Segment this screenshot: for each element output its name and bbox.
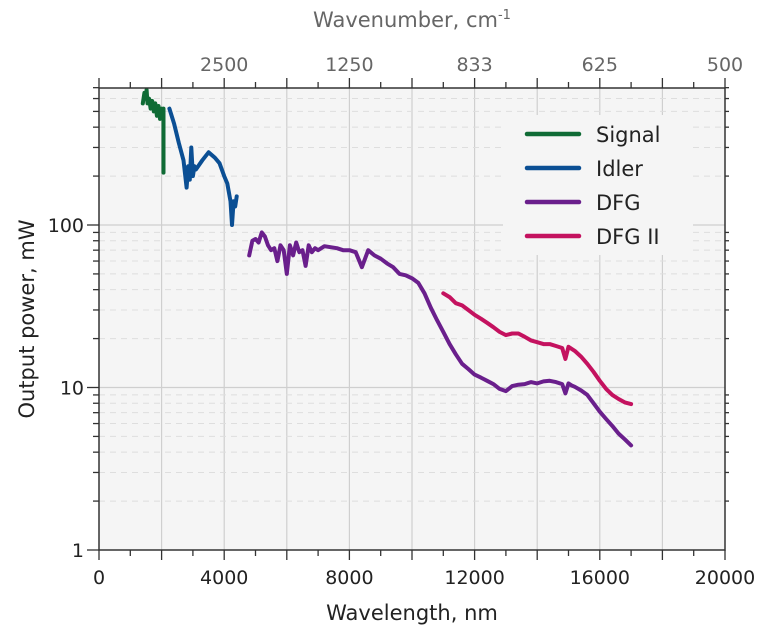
legend-box [503, 115, 693, 255]
y-tick-label: 100 [48, 215, 84, 237]
top-x-tick-label: 500 [707, 54, 743, 76]
top-axis-title: Wavenumber, cm-1 [313, 8, 511, 32]
x-tick-label: 4000 [200, 567, 248, 589]
top-x-tick-label: 833 [456, 54, 492, 76]
legend-label: Idler [596, 157, 643, 181]
top-x-tick-label: 1250 [325, 54, 373, 76]
data-series [140, 87, 634, 448]
y-tick-label: 1 [72, 540, 84, 562]
x-tick-label: 12000 [444, 567, 504, 589]
x-tick-label: 16000 [570, 567, 630, 589]
series-idler [167, 106, 239, 227]
x-axis-title: Wavelength, nm [326, 601, 498, 625]
series-dfg-ii [441, 291, 634, 407]
x-tick-label: 0 [93, 567, 105, 589]
legend-label: DFG II [596, 225, 660, 249]
x-tick-label: 8000 [325, 567, 373, 589]
legend: Signal Idler DFG DFG II [503, 115, 693, 255]
series-dfg [247, 230, 634, 448]
y-axis-title: Output power, mW [15, 219, 39, 418]
series-signal [140, 87, 166, 175]
legend-label: DFG [596, 191, 641, 215]
x-tick-label: 20000 [695, 567, 755, 589]
legend-label: Signal [596, 123, 661, 147]
top-axis-title-sup: -1 [498, 8, 511, 23]
top-x-tick-label: 625 [582, 54, 618, 76]
y-tick-label: 10 [60, 378, 84, 400]
axes: 0 4000 8000 12000 16000 20000 2500 1250 833 625 50… [48, 54, 755, 589]
top-axis-title-base: Wavenumber, cm [313, 8, 498, 32]
top-x-tick-label: 2500 [200, 54, 248, 76]
